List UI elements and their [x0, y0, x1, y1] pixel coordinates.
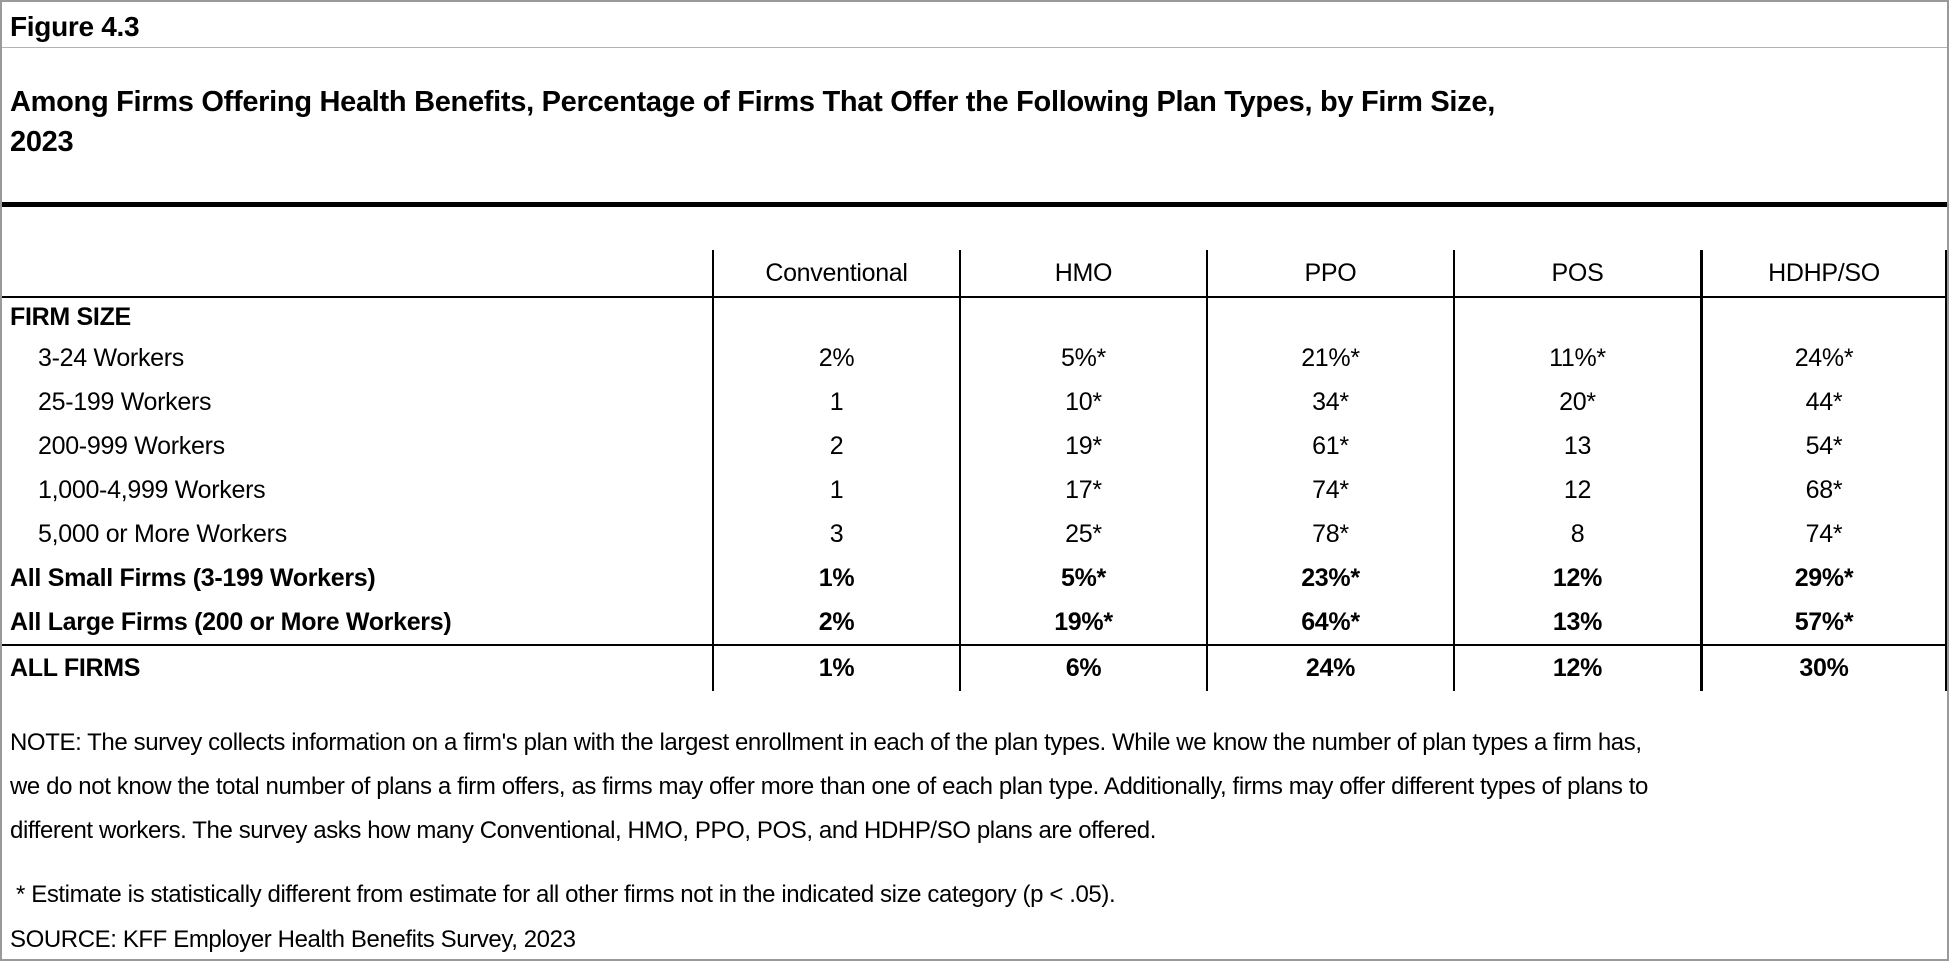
table-cell: 54*	[1700, 424, 1947, 468]
table-cell: 10*	[959, 380, 1206, 424]
row-label: 1,000-4,999 Workers	[38, 475, 266, 504]
column-header-hdhpso: HDHP/SO	[1700, 250, 1947, 296]
source-text: SOURCE: KFF Employer Health Benefits Sur…	[10, 926, 576, 953]
note-text: NOTE: The survey collects information on…	[10, 729, 1648, 844]
table-header-empty-cell	[2, 250, 712, 296]
figure-title: Among Firms Offering Health Benefits, Pe…	[10, 86, 1495, 158]
allfirms-separator-line	[2, 644, 1947, 646]
table-row-all-small-firms: All Small Firms (3-199 Workers) 1% 5%* 2…	[2, 556, 1947, 600]
column-header-pos: POS	[1453, 250, 1700, 296]
table-cell: 19*	[959, 424, 1206, 468]
table-cell: 8	[1453, 512, 1700, 556]
table-cell	[712, 298, 959, 336]
table-cell: 5%*	[959, 556, 1206, 600]
table-cell: 19%*	[959, 600, 1206, 644]
table-cell: 2	[712, 424, 959, 468]
row-label: 25-199 Workers	[38, 387, 212, 416]
table-cell: 57%*	[1700, 600, 1947, 644]
table-cell: 13%	[1453, 600, 1700, 644]
table-cell: 25*	[959, 512, 1206, 556]
table-row-all-firms: ALL FIRMS 1% 6% 24% 12% 30%	[2, 646, 1947, 691]
table-row-all-large-firms: All Large Firms (200 or More Workers) 2%…	[2, 600, 1947, 644]
table-cell: 29%*	[1700, 556, 1947, 600]
table-cell: 68*	[1700, 468, 1947, 512]
table-cell: 74*	[1700, 512, 1947, 556]
table-cell: 44*	[1700, 380, 1947, 424]
table-cell: 17*	[959, 468, 1206, 512]
table-cell: 2%	[712, 336, 959, 380]
table-row-firm-size: FIRM SIZE	[2, 298, 1947, 336]
table-cell: 11%*	[1453, 336, 1700, 380]
table-cell	[1453, 298, 1700, 336]
table-cell: 20*	[1453, 380, 1700, 424]
column-header-hmo: HMO	[959, 250, 1206, 296]
table-row-200-999-workers: 200-999 Workers 2 19* 61* 13 54*	[2, 424, 1947, 468]
table-cell: 34*	[1206, 380, 1453, 424]
title-divider	[2, 202, 1947, 207]
table-cell: 13	[1453, 424, 1700, 468]
table-top-spacer	[2, 207, 1947, 250]
row-group-label: FIRM SIZE	[10, 302, 131, 331]
table-cell	[959, 298, 1206, 336]
table-cell	[1206, 298, 1453, 336]
column-header-ppo: PPO	[1206, 250, 1453, 296]
table-cell: 74*	[1206, 468, 1453, 512]
table-cell: 1	[712, 380, 959, 424]
plan-type-table: Conventional HMO PPO POS HDHP/SO FIRM SI…	[2, 207, 1947, 691]
row-label: 5,000 or More Workers	[38, 519, 287, 548]
table-cell: 24%*	[1700, 336, 1947, 380]
table-cell: 5%*	[959, 336, 1206, 380]
table-cell: 3	[712, 512, 959, 556]
table-cell	[1700, 298, 1947, 336]
table-row-3-24-workers: 3-24 Workers 2% 5%* 21%* 11%* 24%*	[2, 336, 1947, 380]
table-row-25-199-workers: 25-199 Workers 1 10* 34* 20* 44*	[2, 380, 1947, 424]
table-row-1000-4999-workers: 1,000-4,999 Workers 1 17* 74* 12 68*	[2, 468, 1947, 512]
footnote-text: * Estimate is statistically different fr…	[16, 881, 1116, 908]
row-label: All Large Firms (200 or More Workers)	[10, 607, 452, 636]
table-cell: 64%*	[1206, 600, 1453, 644]
row-label: 200-999 Workers	[38, 431, 225, 460]
table-cell: 78*	[1206, 512, 1453, 556]
table-row-5000-or-more-workers: 5,000 or More Workers 3 25* 78* 8 74*	[2, 512, 1947, 556]
table-cell: 23%*	[1206, 556, 1453, 600]
table-cell: 6%	[959, 646, 1206, 691]
table-cell: 1	[712, 468, 959, 512]
row-label: All Small Firms (3-199 Workers)	[10, 563, 376, 592]
table-cell: 30%	[1700, 646, 1947, 691]
table-cell: 61*	[1206, 424, 1453, 468]
table-cell: 24%	[1206, 646, 1453, 691]
table-cell: 12	[1453, 468, 1700, 512]
table-cell: 12%	[1453, 556, 1700, 600]
header-separator-line	[2, 296, 1947, 298]
table-cell: 1%	[712, 646, 959, 691]
table-cell: 2%	[712, 600, 959, 644]
row-label: 3-24 Workers	[38, 343, 184, 372]
table-cell: 12%	[1453, 646, 1700, 691]
table-header-row: Conventional HMO PPO POS HDHP/SO	[2, 250, 1947, 296]
figure-number: Figure 4.3	[2, 2, 1947, 48]
table-cell: 1%	[712, 556, 959, 600]
row-label: ALL FIRMS	[10, 654, 141, 682]
table-cell: 21%*	[1206, 336, 1453, 380]
column-header-conventional: Conventional	[712, 250, 959, 296]
